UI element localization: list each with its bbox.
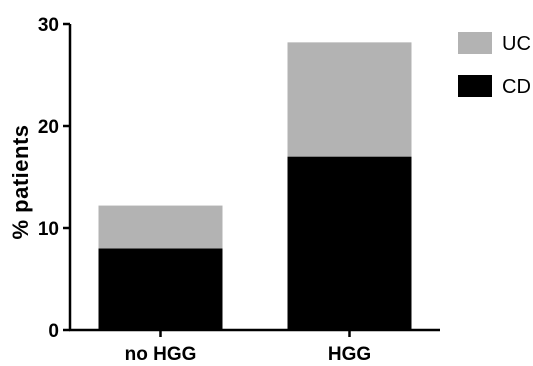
x-tick-label: HGG: [328, 344, 371, 365]
legend-label-uc: UC: [502, 33, 531, 55]
legend-label-cd: CD: [502, 76, 531, 98]
x-axis: no HGG HGG: [69, 328, 440, 365]
bar-uc-hgg: [287, 42, 412, 157]
legend-swatch-uc: [458, 32, 492, 54]
y-axis: 0 10 20 30: [38, 15, 72, 342]
y-tick-label: 10: [38, 219, 59, 240]
legend-swatch-cd: [458, 75, 492, 97]
legend: UC CD: [458, 32, 531, 98]
y-axis-title: % patients: [8, 124, 33, 239]
bar-uc-no-hgg: [98, 205, 223, 249]
y-tick-label: 0: [48, 321, 59, 342]
bar-cd-hgg: [287, 156, 412, 330]
y-tick-label: 30: [38, 15, 59, 36]
y-tick-label: 20: [38, 117, 59, 138]
x-tick-label: no HGG: [125, 344, 197, 365]
bars: [98, 42, 412, 330]
bar-cd-no-hgg: [98, 248, 223, 330]
